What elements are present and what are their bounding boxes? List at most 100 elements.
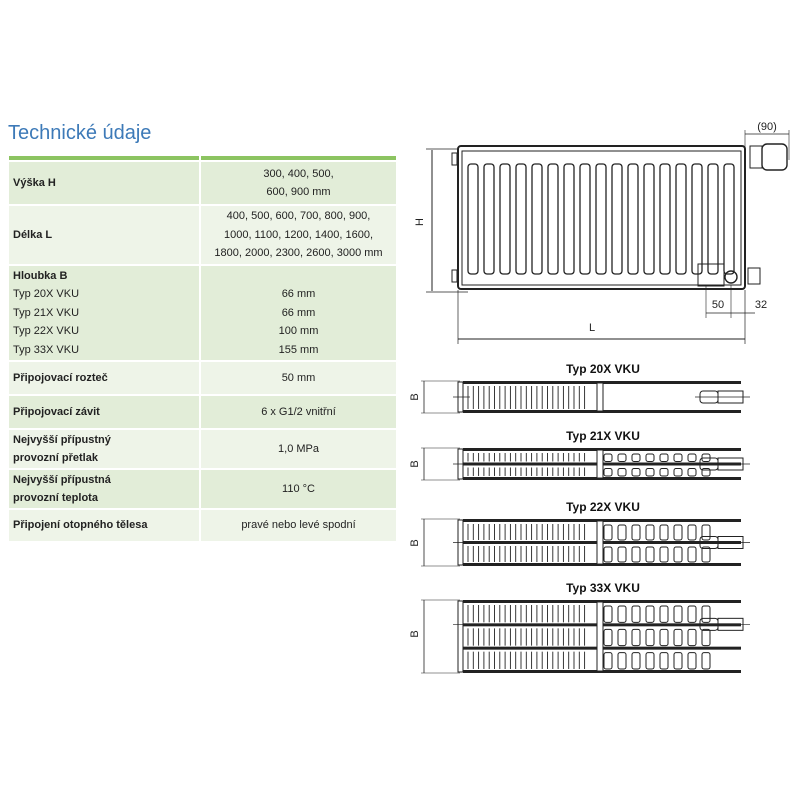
row-label: Připojení otopného tělesa: [9, 510, 199, 543]
convector-profile: [659, 628, 669, 647]
table-row: Připojovací závit 6 x G1/2 vnitřní: [9, 396, 396, 430]
convector-profile: [645, 652, 655, 670]
page-title: Technické údaje: [8, 122, 152, 144]
row-label: Připojovací závit: [9, 396, 199, 430]
convector-profile: [603, 546, 613, 563]
valve-connector: [717, 536, 744, 549]
type-value: 155 mm: [278, 343, 319, 356]
row-value: pravé nebo levé spodní: [201, 510, 396, 543]
section-drawing: [421, 380, 750, 414]
fin: [547, 163, 559, 275]
label-line: provozní teplota: [13, 492, 98, 504]
convector-profile: [701, 628, 711, 647]
row-value: 1,0 MPa: [201, 430, 396, 470]
convector-profile: [645, 524, 655, 541]
convector-profile: [673, 628, 683, 647]
label-line: Nejvyšší přípustný: [13, 433, 111, 446]
value-line: 600, 900 mm: [266, 186, 331, 198]
section-drawing: [421, 447, 750, 481]
convector-profile: [673, 652, 683, 670]
section-title: Typ 21X VKU: [566, 429, 640, 443]
table-row: Nejvyšší přípustný provozní přetlak 1,0 M…: [9, 430, 396, 470]
convector-profile: [617, 652, 627, 670]
bracket: [596, 449, 604, 479]
convector-profile: [631, 468, 641, 477]
fin: [627, 163, 639, 275]
convector-profile: [645, 453, 655, 462]
valve-connector: [717, 457, 744, 471]
convector-profile: [631, 453, 641, 462]
convector-profile: [687, 605, 697, 623]
convector-profile: [673, 468, 683, 477]
fin: [483, 163, 495, 275]
radiator-body: [457, 145, 746, 290]
dim-label-b: B: [409, 539, 421, 546]
convector-profile: [701, 546, 711, 563]
convector-profile: [701, 468, 711, 477]
connection-fitting-icon: [724, 270, 738, 284]
type-value: 66 mm: [281, 306, 316, 319]
convector-profile: [631, 546, 641, 563]
convector-profile: [617, 524, 627, 541]
front-view-drawing: [426, 130, 790, 344]
section-title: Typ 33X VKU: [566, 581, 640, 595]
type-label: Typ 22X VKU: [13, 325, 80, 338]
fin: [691, 163, 703, 275]
technical-data-table: Výška H 300, 400, 500, 600, 900 mm Délka …: [7, 156, 398, 543]
convector-profile: [603, 628, 613, 647]
bracket: [596, 601, 604, 672]
row-value: 110 °C: [201, 470, 396, 510]
convector-profile: [687, 652, 697, 670]
dim-label-90: (90): [757, 121, 777, 133]
table-row: Připojení otopného tělesa pravé nebo lev…: [9, 510, 396, 543]
table-row: Výška H 300, 400, 500, 600, 900 mm: [9, 162, 396, 206]
row-value: 6 x G1/2 vnitřní: [201, 396, 396, 430]
convector-profile: [659, 524, 669, 541]
section-title: Typ 22X VKU: [566, 500, 640, 514]
type-label: Typ 21X VKU: [13, 306, 80, 319]
convector-profile: [631, 652, 641, 670]
thermostat-head-icon: [761, 143, 788, 171]
convector-profile: [673, 546, 683, 563]
dim-label-l: L: [589, 322, 595, 334]
convector-profile: [631, 605, 641, 623]
fin: [611, 163, 623, 275]
fin: [531, 163, 543, 275]
row-value: 50 mm: [201, 362, 396, 396]
table-header-line: [9, 156, 396, 162]
row-label: Hloubka B Typ 20X VKU Typ 21X VKU Typ 22…: [9, 266, 199, 362]
dim-label-b: B: [409, 630, 421, 637]
convector-profile: [645, 628, 655, 647]
value-line: 1800, 2000, 2300, 2600, 3000 mm: [214, 247, 383, 260]
convector-profile: [603, 524, 613, 541]
row-value: 400, 500, 600, 700, 800, 900, 1000, 1100,…: [201, 206, 396, 266]
type-label: Typ 33X VKU: [13, 343, 80, 356]
row-value: 300, 400, 500, 600, 900 mm: [201, 162, 396, 206]
convector-profile: [673, 605, 683, 623]
convector-profile: [603, 652, 613, 670]
convector-profile: [603, 453, 613, 462]
valve-body: [749, 145, 763, 169]
convector-profile: [617, 453, 627, 462]
section-drawing: [421, 599, 750, 674]
convector-profile: [687, 453, 697, 462]
type-label: Typ 20X VKU: [13, 288, 80, 301]
section-drawing: [421, 518, 750, 567]
fin: [675, 163, 687, 275]
valve-connector: [717, 617, 744, 631]
value-line: 400, 500, 600, 700, 800, 900,: [226, 210, 371, 223]
radiator-fins: [467, 163, 735, 275]
table-row: Hloubka B Typ 20X VKU Typ 21X VKU Typ 22…: [9, 266, 396, 362]
convector-profile: [687, 546, 697, 563]
convector-profile: [659, 652, 669, 670]
end-cap: [457, 600, 464, 673]
bracket: [596, 382, 604, 412]
convector-profile: [673, 453, 683, 462]
convector-profile: [617, 468, 627, 477]
fin: [643, 163, 655, 275]
type-value: 66 mm: [281, 288, 316, 301]
dim-label-b: B: [409, 460, 421, 467]
fin: [707, 163, 719, 275]
section-title: Typ 20X VKU: [566, 362, 640, 376]
cross-sections: [421, 380, 750, 674]
